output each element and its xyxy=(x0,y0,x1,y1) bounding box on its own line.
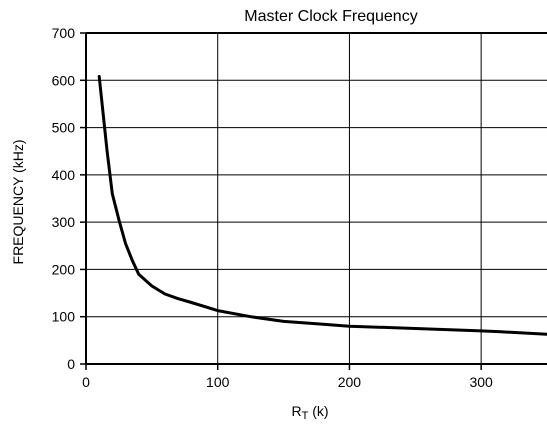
y-tick-label: 0 xyxy=(67,356,75,372)
y-tick-label: 600 xyxy=(52,72,76,88)
y-tick-label: 100 xyxy=(52,309,76,325)
x-axis-label-subscript: T xyxy=(302,410,309,422)
x-tick-label: 0 xyxy=(82,374,90,390)
x-axis-label-main: R xyxy=(291,403,301,419)
y-tick-label: 300 xyxy=(52,214,76,230)
y-tick-labels: 0 100 200 300 400 500 600 700 xyxy=(52,25,76,372)
x-tick-label: 300 xyxy=(469,374,493,390)
chart-title: Master Clock Frequency xyxy=(244,8,417,25)
y-tick-label: 500 xyxy=(52,120,76,136)
x-tick-label: 100 xyxy=(206,374,230,390)
y-axis-label: FREQUENCY (kHz) xyxy=(10,140,26,265)
y-tick-label: 200 xyxy=(52,261,76,277)
x-tick-label: 200 xyxy=(338,374,362,390)
series-line xyxy=(97,75,547,336)
x-tick-labels: 0 100 200 300 xyxy=(82,374,493,390)
series-lines xyxy=(97,75,547,336)
y-tick-label: 700 xyxy=(52,25,76,41)
y-tick-label: 400 xyxy=(52,167,76,183)
x-axis-label: RT (k) xyxy=(291,403,328,422)
grid-lines xyxy=(86,33,547,364)
plot-frame xyxy=(80,32,547,370)
x-axis-label-unit: (k) xyxy=(308,403,328,419)
